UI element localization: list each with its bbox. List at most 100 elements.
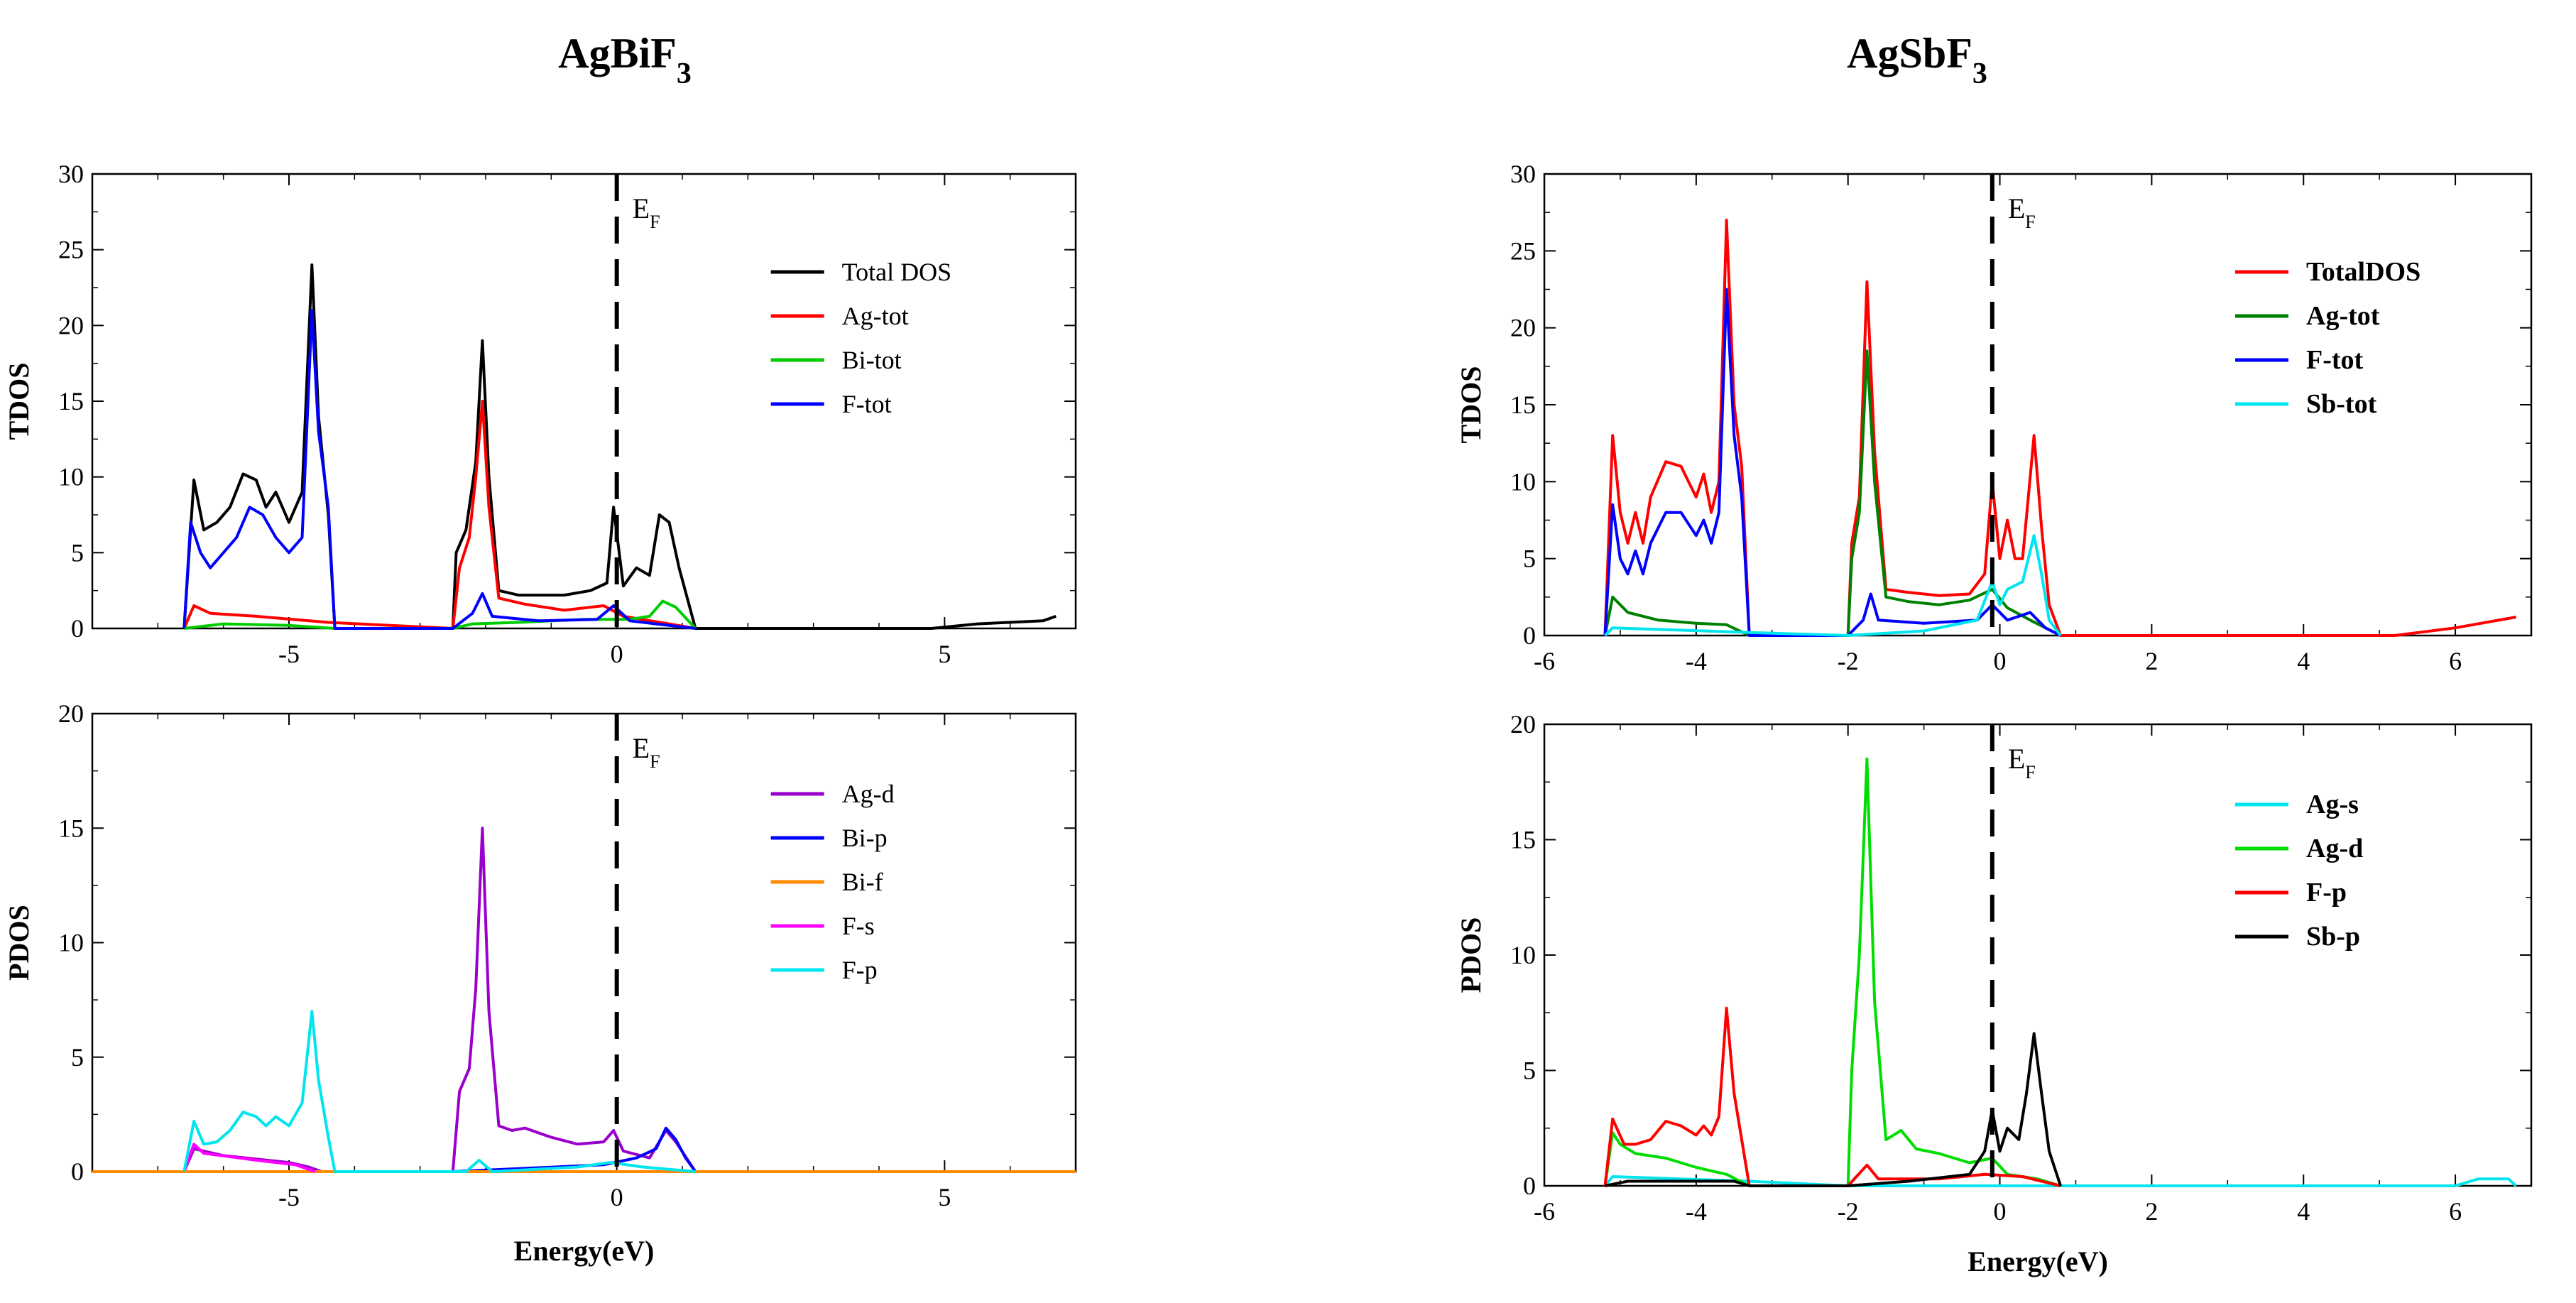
legend-entry: Total DOS [842,258,951,286]
plot-frame [1543,173,2533,637]
series-line-sb-tot [1604,534,2062,637]
fermi-main: E [633,732,650,764]
legend-entry: Bi-f [842,868,883,896]
fermi-main: E [2008,743,2025,775]
fermi-main: E [2008,192,2025,224]
y-tick-label: 10 [1510,467,1536,496]
fermi-sub: F [2025,762,2035,783]
y-tick-label: 15 [58,814,84,842]
chart-title: AgBiF3 [558,30,692,90]
legend-entry: F-tot [842,390,892,418]
legend-entry: F-tot [2306,345,2364,375]
legend-entry: Sb-p [2306,922,2360,952]
legend: TotalDOS Ag-tot F-tot Sb-tot [2235,257,2421,419]
plot-frame [1543,723,2533,1187]
x-tick-label: 6 [2449,1197,2462,1226]
x-tick-label: -2 [1838,647,1859,675]
fermi-sub: F [650,212,660,232]
y-tick-label: 30 [1510,160,1536,188]
fermi-sub: F [650,751,660,772]
panel-tdos: 0 5 10 15 20 25 30 -6 -4 -2 0 2 4 6 TDOS EF TotalDOS Ag-t… [1455,160,2533,675]
x-tick-label: -5 [278,1183,300,1211]
panel-tdos: 0 5 10 15 20 25 30 -5 0 5 TDOS EF Total DOS Ag-tot Bi-… [3,160,1077,668]
y-tick-label: 15 [58,387,84,415]
series-line-f-tot [1603,288,2062,637]
fermi-main: E [633,192,650,224]
fermi-level-label: EF [633,732,660,772]
series-line-ag-tot [182,400,696,630]
legend-entry: F-s [842,912,875,940]
series-line-f-s [182,1143,316,1173]
x-tick-label: -2 [1838,1197,1859,1226]
x-tick-label: 0 [1994,1197,2007,1226]
y-tick-label: 30 [58,160,84,188]
legend-entry: Ag-s [2306,790,2359,819]
x-tick-label: -5 [278,640,300,668]
y-tick-label: 15 [1510,826,1536,854]
y-tick-label: 10 [58,463,84,491]
x-tick-label: 0 [611,1183,623,1211]
series-line-f-p [182,1010,696,1173]
legend-entry: TotalDOS [2306,257,2421,287]
y-tick-label: 10 [58,929,84,957]
series-line-bi-tot [184,599,697,630]
y-axis-label: PDOS [3,905,35,981]
fermi-level-label: EF [2008,743,2036,783]
legend-entry: F-p [842,956,878,984]
x-tick-label: -6 [1534,1197,1555,1226]
y-tick-label: 20 [1510,314,1536,342]
x-tick-label: 0 [1994,647,2007,675]
y-tick-label: 5 [1523,545,1536,573]
y-tick-label: 25 [1510,236,1536,265]
fermi-level-label: EF [2008,192,2036,232]
y-axis-label: PDOS [1455,917,1487,993]
series-line-total-dos [182,263,1057,630]
fermi-sub: F [2025,212,2035,232]
y-tick-label: 0 [71,1157,84,1186]
x-tick-label: 0 [611,640,623,668]
x-tick-label: 2 [2145,1197,2158,1226]
legend: Ag-s Ag-d F-p Sb-p [2235,790,2363,952]
series-line-ag-d [182,827,697,1173]
x-tick-label: 4 [2297,1197,2310,1226]
y-tick-label: 10 [1510,941,1536,969]
x-axis-label: Energy(eV) [514,1235,655,1267]
x-tick-label: 5 [938,1183,951,1211]
x-tick-label: 5 [938,640,951,668]
legend: Ag-d Bi-p Bi-f F-s F-p [770,780,895,984]
y-tick-label: 20 [58,311,84,339]
y-tick-label: 5 [1523,1057,1536,1085]
panel-pdos: 0 5 10 15 20 -5 0 5 PDOS EF Ag-d Bi-p Bi-f F-s F-p [3,699,1077,1211]
legend-entry: Ag-d [842,780,895,808]
y-tick-label: 0 [71,614,84,643]
y-tick-label: 5 [71,538,84,567]
x-tick-label: 2 [2145,647,2158,675]
y-tick-label: 0 [1523,621,1536,650]
y-tick-label: 20 [1510,710,1536,738]
y-tick-label: 5 [71,1043,84,1072]
x-tick-label: -4 [1686,1197,1707,1226]
panel-pdos: 0 5 10 15 20 -6 -4 -2 0 2 4 6 PDOS EF Ag-s Ag-d F-p Sb-p [1455,710,2533,1226]
y-axis-label: TDOS [3,363,35,440]
plot-frame [91,173,1077,630]
y-tick-label: 15 [1510,391,1536,419]
chart-title-subscript: 3 [677,58,692,90]
legend-entry: Ag-d [2306,834,2363,863]
y-tick-label: 25 [58,236,84,264]
legend-entry: Bi-tot [842,346,902,374]
x-tick-label: -6 [1534,647,1555,675]
chart-title-subscript: 3 [1972,58,1987,90]
chart-title-main: AgSbF [1847,30,1972,77]
legend: Total DOS Ag-tot Bi-tot F-tot [770,258,951,418]
x-tick-label: 6 [2449,647,2462,675]
plot-frame [91,712,1077,1173]
legend-entry: Bi-p [842,824,888,852]
y-tick-label: 0 [1523,1172,1536,1200]
chart-title-main: AgBiF [558,30,677,77]
legend-entry: Ag-tot [842,302,909,330]
series-line-f-tot [182,309,696,630]
legend-entry: Sb-tot [2306,389,2377,419]
